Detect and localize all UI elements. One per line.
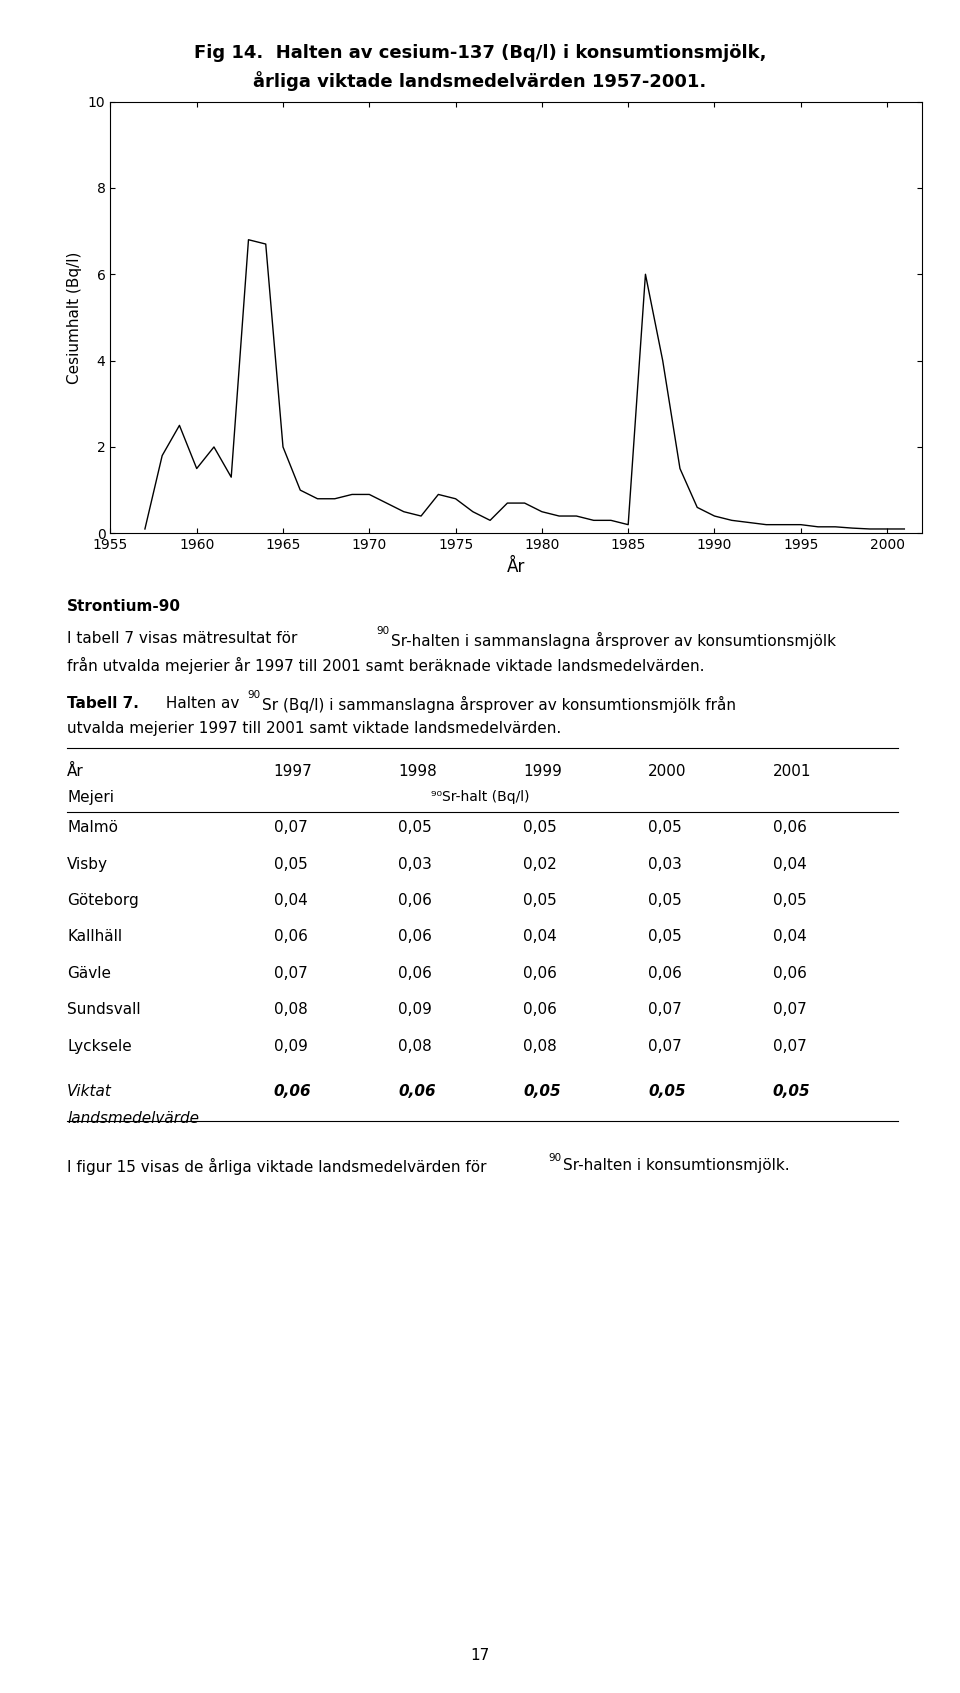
Text: 0,09: 0,09 [398, 1002, 432, 1017]
Text: 0,02: 0,02 [523, 857, 557, 872]
Text: 0,05: 0,05 [274, 857, 307, 872]
Text: 0,08: 0,08 [274, 1002, 307, 1017]
Text: 2000: 2000 [648, 764, 686, 779]
Text: 0,05: 0,05 [523, 819, 557, 835]
Text: Kallhäll: Kallhäll [67, 929, 122, 945]
Text: 0,05: 0,05 [523, 892, 557, 907]
Text: från utvalda mejerier år 1997 till 2001 samt beräknade viktade landsmedelvärden.: från utvalda mejerier år 1997 till 2001 … [67, 657, 705, 674]
Text: 0,05: 0,05 [648, 819, 682, 835]
Text: 0,06: 0,06 [648, 965, 682, 980]
Text: 1999: 1999 [523, 764, 562, 779]
Text: 0,07: 0,07 [773, 1038, 806, 1053]
Text: 1998: 1998 [398, 764, 437, 779]
Text: 0,05: 0,05 [648, 1084, 685, 1099]
Text: År: År [67, 764, 84, 779]
Text: Sundsvall: Sundsvall [67, 1002, 141, 1017]
Text: Sr-halten i konsumtionsmjölk.: Sr-halten i konsumtionsmjölk. [563, 1158, 789, 1173]
Text: 0,04: 0,04 [773, 929, 806, 945]
Text: 0,08: 0,08 [398, 1038, 432, 1053]
Text: Sr (Bq/l) i sammanslagna årsprover av konsumtionsmjölk från: Sr (Bq/l) i sammanslagna årsprover av ko… [262, 696, 736, 713]
Text: 0,09: 0,09 [274, 1038, 307, 1053]
Text: 0,06: 0,06 [398, 1084, 436, 1099]
Text: 0,04: 0,04 [274, 892, 307, 907]
X-axis label: År: År [507, 557, 525, 576]
Text: Fig 14.  Halten av cesium-137 (Bq/l) i konsumtionsmjölk,: Fig 14. Halten av cesium-137 (Bq/l) i ko… [194, 44, 766, 63]
Text: 0,06: 0,06 [773, 965, 806, 980]
Text: I figur 15 visas de årliga viktade landsmedelvärden för: I figur 15 visas de årliga viktade lands… [67, 1158, 487, 1175]
Text: 0,05: 0,05 [523, 1084, 561, 1099]
Text: 0,08: 0,08 [523, 1038, 557, 1053]
Text: 0,05: 0,05 [648, 892, 682, 907]
Text: Mejeri: Mejeri [67, 789, 114, 804]
Text: 0,03: 0,03 [648, 857, 682, 872]
Text: Viktat: Viktat [67, 1084, 112, 1099]
Text: 0,05: 0,05 [773, 1084, 810, 1099]
Text: 0,04: 0,04 [523, 929, 557, 945]
Text: 2001: 2001 [773, 764, 811, 779]
Y-axis label: Cesiumhalt (Bq/l): Cesiumhalt (Bq/l) [67, 251, 83, 384]
Text: 0,07: 0,07 [274, 819, 307, 835]
Text: 0,07: 0,07 [648, 1038, 682, 1053]
Text: utvalda mejerier 1997 till 2001 samt viktade landsmedelvärden.: utvalda mejerier 1997 till 2001 samt vik… [67, 721, 562, 736]
Text: Tabell 7.: Tabell 7. [67, 696, 139, 711]
Text: 0,03: 0,03 [398, 857, 432, 872]
Text: årliga viktade landsmedelvärden 1957-2001.: årliga viktade landsmedelvärden 1957-200… [253, 71, 707, 91]
Text: 0,06: 0,06 [523, 965, 557, 980]
Text: 17: 17 [470, 1647, 490, 1663]
Text: 0,05: 0,05 [398, 819, 432, 835]
Text: 0,06: 0,06 [274, 929, 307, 945]
Text: landsmedelvärde: landsmedelvärde [67, 1111, 200, 1126]
Text: 0,06: 0,06 [398, 965, 432, 980]
Text: Halten av: Halten av [161, 696, 240, 711]
Text: Lycksele: Lycksele [67, 1038, 132, 1053]
Text: Göteborg: Göteborg [67, 892, 139, 907]
Text: 0,05: 0,05 [648, 929, 682, 945]
Text: 0,06: 0,06 [773, 819, 806, 835]
Text: 0,06: 0,06 [398, 892, 432, 907]
Text: 0,06: 0,06 [274, 1084, 311, 1099]
Text: 0,07: 0,07 [274, 965, 307, 980]
Text: 90: 90 [376, 625, 390, 635]
Text: 0,07: 0,07 [773, 1002, 806, 1017]
Text: 90: 90 [248, 691, 261, 699]
Text: 0,07: 0,07 [648, 1002, 682, 1017]
Text: I tabell 7 visas mätresultat för: I tabell 7 visas mätresultat för [67, 631, 298, 647]
Text: ⁹⁰Sr-halt (Bq/l): ⁹⁰Sr-halt (Bq/l) [431, 789, 529, 804]
Text: Gävle: Gävle [67, 965, 111, 980]
Text: Malmö: Malmö [67, 819, 118, 835]
Text: Visby: Visby [67, 857, 108, 872]
Text: Sr-halten i sammanslagna årsprover av konsumtionsmjölk: Sr-halten i sammanslagna årsprover av ko… [391, 631, 836, 648]
Text: 1997: 1997 [274, 764, 312, 779]
Text: 0,05: 0,05 [773, 892, 806, 907]
Text: 90: 90 [548, 1153, 562, 1163]
Text: 0,04: 0,04 [773, 857, 806, 872]
Text: 0,06: 0,06 [523, 1002, 557, 1017]
Text: Strontium-90: Strontium-90 [67, 599, 181, 615]
Text: 0,06: 0,06 [398, 929, 432, 945]
